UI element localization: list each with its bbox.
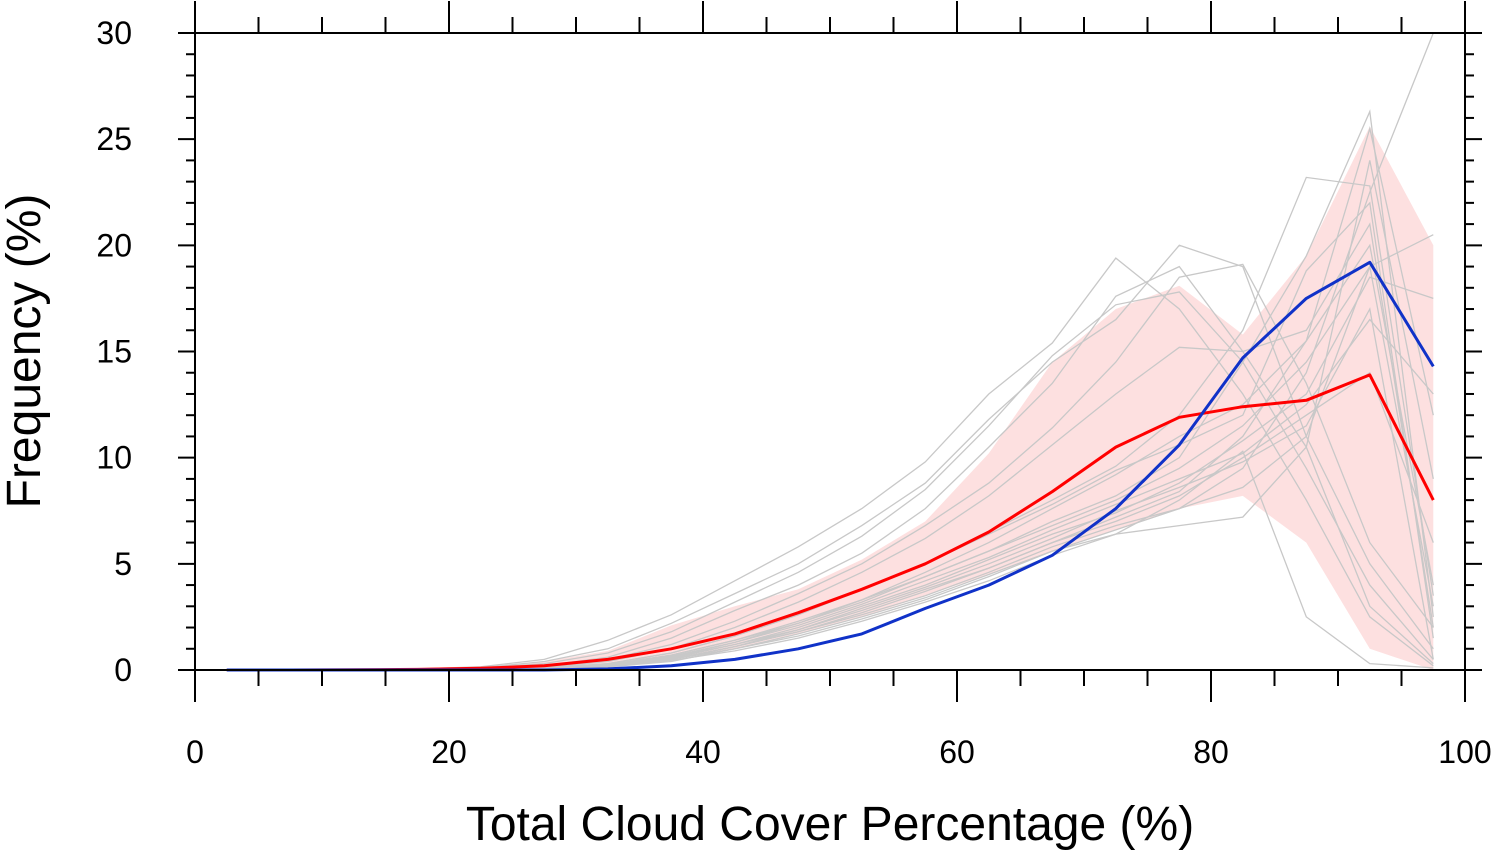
- x-tick-label: 80: [1193, 734, 1229, 770]
- x-tick-label: 20: [431, 734, 467, 770]
- y-tick-label: 0: [114, 652, 132, 688]
- spread-band-layer: [226, 126, 1434, 670]
- spread-band: [226, 126, 1434, 670]
- y-tick-label: 15: [96, 334, 132, 370]
- x-tick-label: 60: [939, 734, 975, 770]
- tick-labels: 0 20 40 60 80 100 0 5 10 15 20 25 30: [96, 15, 1491, 770]
- y-tick-label: 25: [96, 121, 132, 157]
- y-tick-label: 20: [96, 227, 132, 263]
- axis-ticks: [178, 1, 1482, 702]
- x-tick-label: 100: [1438, 734, 1491, 770]
- y-axis-title: Frequency (%): [0, 194, 51, 509]
- x-tick-label: 0: [186, 734, 204, 770]
- y-tick-label: 5: [114, 546, 132, 582]
- y-tick-label: 30: [96, 15, 132, 51]
- y-tick-label: 10: [96, 440, 132, 476]
- x-axis-title: Total Cloud Cover Percentage (%): [466, 798, 1194, 851]
- x-tick-label: 40: [685, 734, 721, 770]
